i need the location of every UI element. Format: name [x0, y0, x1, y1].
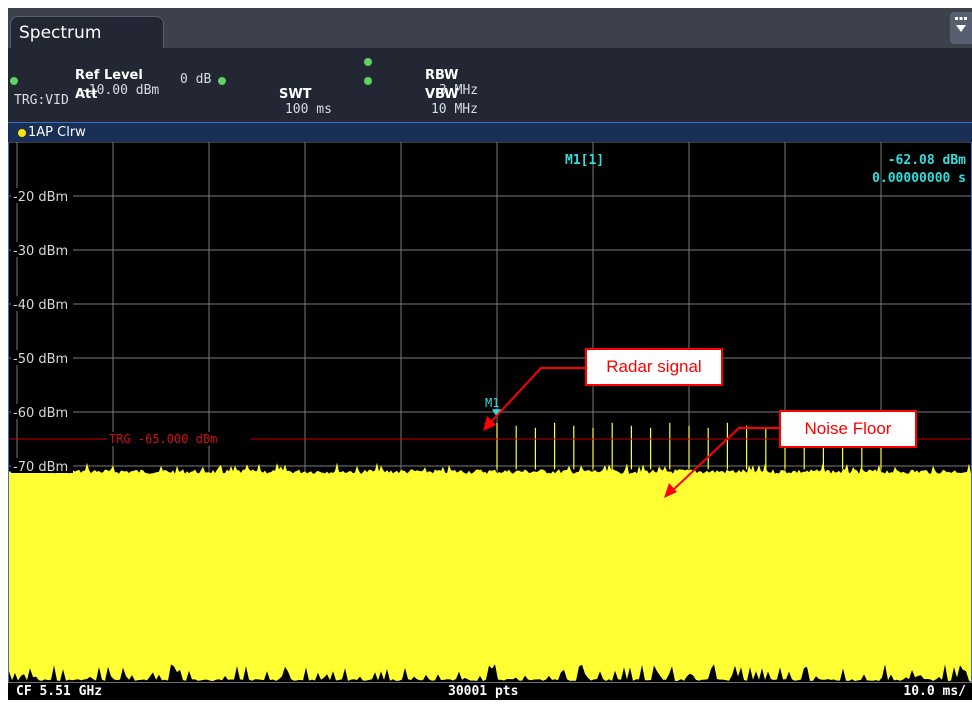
y-tick-label: -30 dBm [13, 244, 68, 259]
noise-callout-arrow [672, 427, 779, 491]
noise-floor-trace [9, 462, 971, 682]
marker-readout-name: M1[1] [565, 153, 604, 168]
sweep-points: 30001 pts [448, 684, 519, 699]
trace-bottom-edge [9, 664, 971, 682]
ref-level-setting[interactable]: Ref Level -10.00 dBm [28, 53, 159, 113]
vbw-label: VBW [424, 87, 459, 102]
vbw-value: 10 MHz [430, 102, 478, 117]
swt-value: 100 ms [284, 102, 332, 117]
time-per-division: 10.0 ms/ [903, 684, 966, 699]
y-tick-bg [11, 242, 73, 257]
marker-m1-icon[interactable] [492, 409, 502, 418]
marker-m1-label: M1 [485, 396, 499, 410]
y-tick-label: -20 dBm [13, 190, 68, 205]
rbw-status-icon [364, 58, 372, 66]
swt-status-icon [218, 77, 226, 85]
trace-header: 1AP Clrw [8, 122, 972, 143]
analyzer-window: Spectrum Ref Level -10.00 dBm RBW 3 MHz … [8, 8, 972, 700]
radar-signal-callout: Radar signal [585, 348, 723, 386]
tab-bar: Spectrum [8, 8, 972, 48]
channel-settings: Ref Level -10.00 dBm RBW 3 MHz Att 0 dB … [8, 48, 972, 122]
ref-level-label: Ref Level [74, 68, 143, 83]
trigger-level-label: TRG -65.000 dBm [109, 432, 217, 446]
menu-button[interactable] [950, 12, 972, 44]
y-tick-label: -60 dBm [13, 406, 68, 421]
spectrum-diagram[interactable]: -20 dBm -30 dBm -40 dBm -50 dBm -60 dBm -70 d… [8, 142, 972, 682]
vbw-setting[interactable]: VBW 10 MHz [378, 72, 478, 132]
rbw-label: RBW [424, 68, 459, 83]
trace-color-icon [18, 129, 26, 137]
y-tick-label: -70 dBm [13, 460, 68, 475]
y-tick-label: -50 dBm [13, 352, 68, 367]
radar-callout-arrowhead [483, 416, 496, 431]
y-tick-bg [11, 296, 73, 311]
y-tick-bg [11, 458, 73, 473]
trigger-label-bg [107, 432, 251, 446]
y-tick-label: -40 dBm [13, 298, 68, 313]
trace-area [9, 462, 971, 682]
y-tick-bg [11, 188, 73, 203]
trigger-setting[interactable]: TRG:VID [14, 93, 69, 108]
att-label: Att [74, 87, 98, 102]
tab-spectrum[interactable]: Spectrum [10, 16, 164, 48]
att-status-icon [10, 77, 18, 85]
trace-label[interactable]: 1AP Clrw [28, 125, 86, 140]
marker-readout-level: -62.08 dBm [888, 153, 966, 168]
att-value[interactable]: 0 dB [180, 72, 212, 87]
spectrum-plot[interactable]: -20 dBm -30 dBm -40 dBm -50 dBm -60 dBm -70 d… [9, 142, 971, 682]
rbw-value: 3 MHz [438, 83, 479, 98]
noise-floor-callout: Noise Floor [779, 410, 917, 448]
rbw-setting[interactable]: RBW 3 MHz [378, 53, 478, 113]
y-tick-labels: -20 dBm -30 dBm -40 dBm -50 dBm -60 dBm -70 d… [11, 188, 73, 475]
ref-level-value: -10.00 dBm [80, 83, 160, 98]
marker-readout-time: 0.00000000 s [872, 171, 966, 186]
y-tick-bg [11, 404, 73, 419]
noise-callout-arrowhead [664, 483, 677, 498]
menu-dropdown-icon [955, 17, 967, 32]
vbw-status-icon [364, 77, 372, 85]
radar-callout-arrow [490, 367, 585, 423]
center-frequency: CF 5.51 GHz [16, 684, 103, 699]
swt-label: SWT [278, 87, 312, 102]
status-footer: CF 5.51 GHz 30001 pts 10.0 ms/ [8, 682, 972, 700]
swt-setting[interactable]: SWT 100 ms [232, 72, 332, 132]
att-label-setting[interactable]: Att [28, 72, 98, 117]
y-tick-bg [11, 350, 73, 365]
